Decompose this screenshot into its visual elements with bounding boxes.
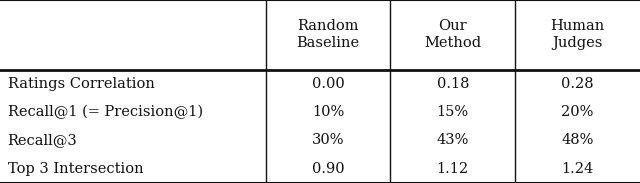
Text: Random
Baseline: Random Baseline [296, 19, 360, 51]
Text: Recall@3: Recall@3 [8, 133, 77, 147]
Text: 20%: 20% [561, 105, 594, 119]
Text: Our
Method: Our Method [424, 19, 481, 51]
Text: 0.18: 0.18 [436, 77, 469, 91]
Text: 15%: 15% [436, 105, 469, 119]
Text: 0.90: 0.90 [312, 162, 344, 176]
Text: 1.12: 1.12 [436, 162, 469, 176]
Text: 0.28: 0.28 [561, 77, 594, 91]
Text: Top 3 Intersection: Top 3 Intersection [8, 162, 143, 176]
Text: 0.00: 0.00 [312, 77, 344, 91]
Text: 10%: 10% [312, 105, 344, 119]
Text: 30%: 30% [312, 133, 344, 147]
Text: Ratings Correlation: Ratings Correlation [8, 77, 154, 91]
Text: Recall@1 (= Precision@1): Recall@1 (= Precision@1) [8, 105, 203, 119]
Text: 1.24: 1.24 [561, 162, 594, 176]
Text: 43%: 43% [436, 133, 469, 147]
Text: Human
Judges: Human Judges [550, 19, 605, 51]
Text: 48%: 48% [561, 133, 594, 147]
